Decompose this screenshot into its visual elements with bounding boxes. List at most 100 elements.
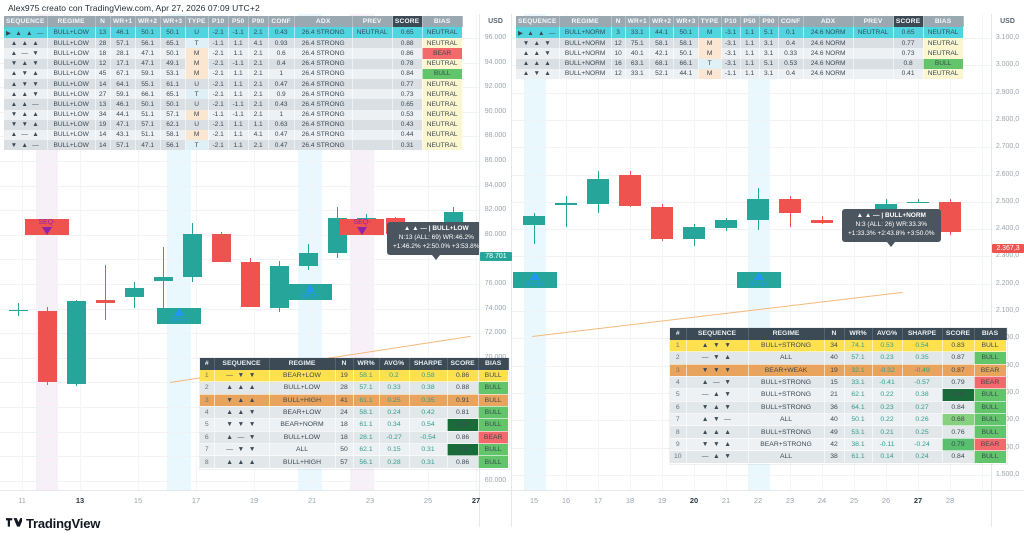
summary-row[interactable]: 5— ▲ ▼ BULL+STRONG 21 62.1 0.22 0.38 0.88 BULL	[670, 388, 1007, 402]
table-row[interactable]: ▲ — ▲ BULL+LOW 14 43.1 51.1 58.1 M -2.1 1.1 4.1 0.…	[4, 129, 463, 141]
table-row[interactable]: ▲ ▼ ▼ BULL+LOW 14 64.1 55.1 61.1 U -2.1 1.1 2.1 0.…	[4, 78, 463, 90]
summary-row[interactable]: 1 ▲ ▼ ▼ BULL+STRONG 34 74.1 0.53 0.54 0.83 BULL	[670, 339, 1007, 353]
col-header-n[interactable]: N	[95, 16, 111, 27]
col-header-sequence[interactable]: SEQUENCE	[4, 16, 48, 27]
summary-row[interactable]: 7— ▼ ▼ ALL 50 62.1 0.15 0.31 0.9 BULL	[200, 443, 509, 457]
summary-col-sequence[interactable]: SEQUENCE	[214, 358, 270, 370]
sequence-table-left[interactable]: SEQUENCE REGIME N WR+1 WR+2 WR+3 TYPE P10 P50 P90…	[4, 16, 463, 151]
col-header-score[interactable]: SCORE	[392, 16, 423, 27]
table-row[interactable]: ▶ ▲ ▲ — BULL+NORM 3 33.1 44.1 50.1 M -3.1 1.1 5.1…	[516, 27, 964, 39]
col-header-p10[interactable]: P10	[208, 16, 229, 27]
time-axis-right[interactable]: 15 16 17 18 19 20 21 22 23 24 25 26 27 28	[512, 490, 1024, 512]
table-row[interactable]: ▲ ▲ ▲ BULL+LOW 28 57.1 56.1 65.1 T -1.1 1.1 4.1 0.…	[4, 38, 463, 49]
col-header-adx[interactable]: ADX	[294, 16, 353, 27]
col-header-prev[interactable]: PREV	[352, 16, 393, 27]
summary-row[interactable]: 6 ▼ ▲ ▼ BULL+STRONG 36 64.1 0.23 0.27 0.84 BULL	[670, 401, 1007, 415]
col-header-p90[interactable]: P90	[759, 16, 779, 27]
summary-row[interactable]: 1— ▼ ▼ BEAR+LOW 19 58.1 0.2 0.58 0.86 BULL	[200, 369, 509, 383]
seq-marker[interactable]: SEQ+	[157, 308, 201, 324]
table-row[interactable]: ▲ ▲ ▼ BULL+LOW 27 59.1 66.1 65.1 T -2.1 1.1 2.1 0.…	[4, 89, 463, 100]
summary-col-bias[interactable]: BIAS	[974, 328, 1007, 340]
summary-col-n[interactable]: N	[335, 358, 354, 370]
summary-row[interactable]: 8 ▲ ▲ ▲ BULL+HIGH 57 56.1 0.28 0.31 0.86 BULL	[200, 455, 509, 469]
table-row[interactable]: ▲ ▲ — BULL+LOW 13 46.1 50.1 50.1 U -2.1 -1.1 2.1 0…	[4, 99, 463, 110]
summary-col-n[interactable]: N	[824, 328, 845, 340]
table-row[interactable]: ▲ — ▼ BULL+LOW 18 28.1 47.1 50.1 M -2.1 1.1 2.1 0.…	[4, 48, 463, 59]
summary-col-n[interactable]: #	[670, 328, 687, 340]
summary-row[interactable]: 7 ▲ ▼ — ALL 40 50.1 0.22 0.26 0.68 BULL	[670, 413, 1007, 427]
col-header-p50[interactable]: P50	[740, 16, 760, 27]
col-header-regime[interactable]: REGIME	[559, 16, 612, 27]
table-row[interactable]: ▼ ▲ ▼ BULL+NORM 12 75.1 58.1 58.1 M -3.1 1.1 3.1 0…	[516, 38, 964, 49]
col-header-p90[interactable]: P90	[248, 16, 269, 27]
table-row[interactable]: ▲ ▲ ▲ BULL+NORM 16 63.1 68.1 66.1 T -3.1 1.1 5.1 0…	[516, 58, 964, 69]
summary-col-sharpe[interactable]: SHARPE	[902, 328, 943, 340]
summary-col-wrn[interactable]: WR%	[844, 328, 873, 340]
cell-type: M	[185, 129, 209, 141]
table-row[interactable]: ▲ ▲ ▼ BULL+NORM 10 40.1 42.1 50.1 M -3.1 1.1 3.1 0…	[516, 48, 964, 59]
col-header-wr-2[interactable]: WR+2	[135, 16, 161, 27]
col-header-prev[interactable]: PREV	[853, 16, 894, 27]
table-row[interactable]: ▶ ▲ ▲ — BULL+LOW 13 46.1 50.1 50.1 U -2.1 -1.1 2.…	[4, 27, 463, 39]
summary-row[interactable]: 4 ▲ ▲ ▼ BEAR+LOW 24 58.1 0.24 0.42 0.81 BULL	[200, 406, 509, 420]
table-row[interactable]: ▼ ▲ ▲ BULL+LOW 34 44.1 51.1 57.1 M -1.1 -1.1 2.1 1…	[4, 109, 463, 120]
summary-row[interactable]: 2— ▼ ▲ ALL 40 57.1 0.23 0.35 0.87 BULL	[670, 351, 1007, 365]
top-patterns-table-right[interactable]: # SEQUENCE REGIME N WR% AVG% SHARPE SCORE BIAS 1 ▲…	[670, 328, 1007, 464]
summary-row[interactable]: 9 ▼ ▼ ▲ BEAR+STRONG 42 38.1 -0.11 -0.24 0.79 BEA…	[670, 438, 1007, 452]
seq-marker[interactable]: SEQ+	[737, 272, 781, 288]
col-header-bias[interactable]: BIAS	[422, 16, 463, 27]
summary-row[interactable]: 5 ▼ ▼ ▼ BEAR+NORM 18 61.1 0.34 0.54 0.83 BULL	[200, 418, 509, 432]
col-header-wr-3[interactable]: WR+3	[673, 16, 699, 27]
price-axis-right[interactable]: USD 3.100,0 3.000,0 2.900,0 2.800,0 2.700,0 2…	[991, 14, 1024, 527]
seq-marker[interactable]: SEQ+	[288, 284, 332, 300]
summary-col-sequence[interactable]: SEQUENCE	[686, 328, 749, 340]
seq-marker[interactable]: SEQ+	[513, 272, 557, 288]
col-header-regime[interactable]: REGIME	[47, 16, 96, 27]
summary-col-bias[interactable]: BIAS	[478, 358, 509, 370]
col-header-wr-1[interactable]: WR+1	[110, 16, 136, 27]
summary-col-score[interactable]: SCORE	[942, 328, 975, 340]
summary-row[interactable]: 8 ▲ ▲ ▲ BULL+STRONG 49 53.1 0.21 0.25 0.76 BULL	[670, 425, 1007, 439]
sequence-table-right[interactable]: SEQUENCE REGIME N WR+1 WR+2 WR+3 TYPE P10 P50 P90…	[516, 16, 964, 79]
summary-col-regime[interactable]: REGIME	[269, 358, 336, 370]
tooltip-line-2: N:3 (ALL: 26) WR:33.3%	[855, 220, 928, 228]
table-row[interactable]: ▲ ▼ ▲ BULL+NORM 12 33.1 52.1 44.1 M -1.1 1.1 3.1 0…	[516, 68, 964, 79]
summary-row[interactable]: 6 ▲ — ▼ BULL+LOW 18 28.1 -0.27 -0.54 0.86 BEAR	[200, 431, 509, 445]
col-header-bias[interactable]: BIAS	[923, 16, 964, 27]
table-row[interactable]: ▼ ▼ ▲ BULL+LOW 19 47.1 57.1 62.1 U -2.1 1.1 1.1 0.…	[4, 119, 463, 130]
table-row[interactable]: ▼ ▲ ▼ BULL+LOW 12 17.1 47.1 49.1 M -2.1 -1.1 2.1 0…	[4, 58, 463, 69]
col-header-adx[interactable]: ADX	[803, 16, 854, 27]
summary-col-avgn[interactable]: AVG%	[872, 328, 903, 340]
col-header-score[interactable]: SCORE	[893, 16, 924, 27]
summary-col-n[interactable]: #	[200, 358, 215, 370]
top-patterns-table-left[interactable]: # SEQUENCE REGIME N WR% AVG% SHARPE SCORE BIAS 1—…	[200, 358, 509, 469]
table-row[interactable]: ▲ ▼ ▲ BULL+LOW 45 67.1 59.1 53.1 M -2.1 1.1 2.1 1 2…	[4, 68, 463, 79]
col-header-p50[interactable]: P50	[228, 16, 249, 27]
col-header-p10[interactable]: P10	[721, 16, 741, 27]
col-header-wr-3[interactable]: WR+3	[160, 16, 186, 27]
col-header-wr-1[interactable]: WR+1	[625, 16, 650, 27]
col-header-sequence[interactable]: SEQUENCE	[516, 16, 560, 27]
summary-row[interactable]: 4 ▲ — ▼ BULL+STRONG 15 33.1 -0.41 -0.57 0.79 BEA…	[670, 376, 1007, 390]
summary-row[interactable]: 2 ▲ ▲ ▲ BULL+LOW 28 57.1 0.33 0.38 0.88 BULL	[200, 381, 509, 395]
table-row[interactable]: ▼ ▲ — BULL+LOW 14 57.1 47.1 56.1 T -2.1 1.1 2.1 0.…	[4, 140, 463, 151]
col-header-conf[interactable]: CONF	[268, 16, 295, 27]
cell-wr-2: 51.1	[135, 129, 161, 141]
col-header-type[interactable]: TYPE	[698, 16, 722, 27]
col-header-wr-2[interactable]: WR+2	[649, 16, 675, 27]
summary-col-regime[interactable]: REGIME	[748, 328, 825, 340]
seq-marker[interactable]: SEQ-	[340, 219, 384, 235]
col-header-conf[interactable]: CONF	[778, 16, 804, 27]
summary-row[interactable]: 3 ▼ ▲ ▲ BULL+HIGH 41 61.1 0.25 0.35 0.91 BULL	[200, 394, 509, 407]
col-header-n[interactable]: N	[611, 16, 626, 27]
summary-row[interactable]: 10— ▲ ▼ ALL 38 61.1 0.14 0.24 0.84 BULL	[670, 450, 1007, 464]
summary-col-wrn[interactable]: WR%	[353, 358, 380, 370]
col-header-type[interactable]: TYPE	[185, 16, 209, 27]
candle-body	[95, 299, 115, 304]
summary-row[interactable]: 3 ▼ ▼ ▼ BEAR+WEAK 19 32.1 -0.32 -0.49 0.87 BEAR	[670, 364, 1007, 377]
seq-marker[interactable]: SEQ-	[25, 219, 69, 235]
time-axis-left[interactable]: 11 13 15 17 19 21 23 25 27	[0, 490, 512, 512]
summary-col-score[interactable]: SCORE	[447, 358, 479, 370]
summary-col-sharpe[interactable]: SHARPE	[409, 358, 448, 370]
summary-col-avgn[interactable]: AVG%	[379, 358, 410, 370]
